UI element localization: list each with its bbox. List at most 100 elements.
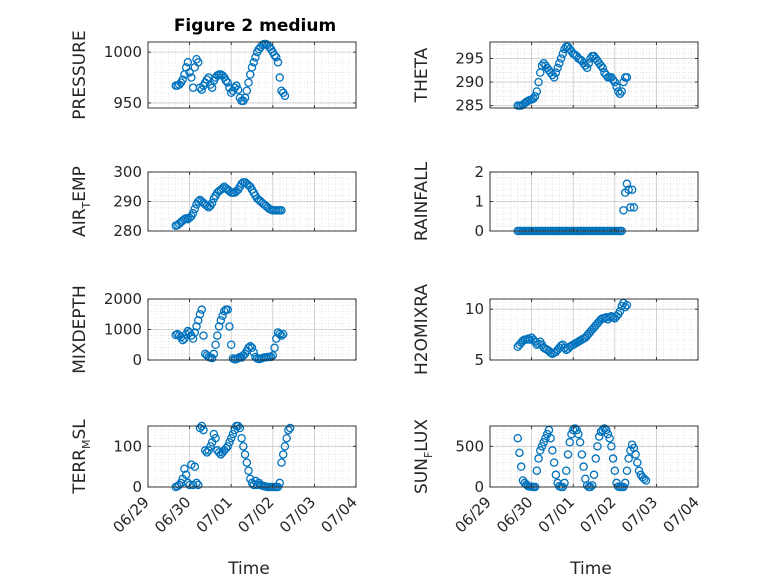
y-tick-label: 290 bbox=[113, 193, 142, 211]
y-tick-label: 300 bbox=[113, 163, 142, 181]
data-point bbox=[622, 300, 632, 310]
data-point bbox=[272, 52, 281, 62]
data-point bbox=[605, 433, 614, 443]
data-point bbox=[209, 349, 219, 359]
y-tick-label: 100 bbox=[113, 437, 142, 455]
data-point bbox=[572, 425, 581, 435]
data-point bbox=[223, 305, 232, 314]
data-point bbox=[183, 58, 193, 67]
data-point bbox=[548, 446, 557, 455]
data-point bbox=[608, 75, 618, 84]
data-point bbox=[622, 466, 632, 475]
data-point bbox=[601, 425, 611, 435]
data-point bbox=[242, 86, 252, 95]
data-point bbox=[555, 58, 564, 68]
data-point bbox=[249, 58, 258, 67]
data-point bbox=[178, 335, 187, 345]
data-point bbox=[629, 203, 639, 212]
y-tick-label: 290 bbox=[455, 73, 484, 91]
data-point bbox=[244, 78, 253, 87]
data-point bbox=[588, 481, 597, 490]
y-axis-label: MIXDEPTH bbox=[70, 285, 90, 374]
y-tick-label: 285 bbox=[455, 97, 484, 115]
subplot-rainfall: 0 1 2 RAINFALL bbox=[412, 161, 699, 241]
data-point bbox=[194, 197, 203, 206]
y-tick-label: 10 bbox=[465, 300, 484, 318]
data-point bbox=[534, 454, 543, 463]
data-point bbox=[582, 63, 592, 73]
data-point bbox=[200, 446, 210, 455]
data-point bbox=[188, 334, 198, 343]
data-point bbox=[626, 203, 635, 212]
x-tick-label: 06/30 bbox=[493, 493, 536, 536]
data-point bbox=[214, 448, 224, 457]
data-point bbox=[223, 78, 232, 87]
axes-box bbox=[489, 41, 699, 109]
data-point bbox=[197, 305, 206, 314]
data-point bbox=[188, 209, 198, 218]
data-point bbox=[225, 322, 234, 331]
data-point bbox=[192, 322, 201, 331]
data-point bbox=[209, 429, 219, 439]
data-point bbox=[620, 302, 630, 312]
y-tick-label: 0 bbox=[474, 222, 484, 240]
data-point bbox=[610, 466, 620, 475]
data-point bbox=[608, 454, 618, 463]
data-point bbox=[579, 462, 588, 471]
data-point bbox=[591, 454, 600, 463]
subplot-mixdepth: 0 1000 2000 MIXDEPTH bbox=[70, 285, 357, 374]
data-point bbox=[285, 423, 295, 433]
data-point bbox=[537, 61, 547, 70]
data-point bbox=[242, 458, 252, 467]
data-point bbox=[607, 442, 616, 451]
data-point bbox=[247, 343, 257, 353]
data-point bbox=[539, 438, 548, 447]
axes-box bbox=[489, 298, 699, 361]
data-point bbox=[240, 450, 250, 459]
data-point bbox=[612, 82, 621, 92]
data-point bbox=[641, 476, 651, 485]
data-point bbox=[532, 466, 542, 475]
y-tick-label: 5 bbox=[474, 351, 484, 369]
x-axis-label: Time bbox=[569, 559, 612, 579]
data-point bbox=[574, 429, 583, 439]
data-point bbox=[280, 91, 290, 101]
y-tick-label: 0 bbox=[132, 478, 142, 496]
data-point bbox=[277, 331, 286, 340]
data-point bbox=[251, 52, 260, 62]
data-point bbox=[199, 331, 208, 340]
data-point bbox=[525, 335, 535, 344]
x-tick-label: 07/04 bbox=[318, 493, 361, 536]
data-point bbox=[593, 442, 602, 451]
data-point bbox=[280, 442, 290, 451]
data-point bbox=[225, 438, 234, 447]
data-point bbox=[190, 328, 200, 337]
data-point bbox=[615, 306, 625, 316]
x-axis-label: Time bbox=[227, 559, 270, 579]
data-point bbox=[549, 458, 559, 467]
y-axis-label: THETA bbox=[412, 47, 432, 103]
axes-box bbox=[147, 41, 357, 109]
data-point bbox=[584, 58, 594, 68]
data-point bbox=[551, 68, 561, 77]
data-point bbox=[223, 442, 232, 451]
data-point bbox=[620, 478, 630, 488]
data-point bbox=[187, 73, 196, 82]
x-tick-label: 07/04 bbox=[660, 493, 703, 536]
y-tick-label: 295 bbox=[455, 50, 484, 68]
data-point bbox=[544, 425, 554, 435]
data-point bbox=[221, 444, 231, 453]
data-point bbox=[515, 448, 524, 458]
data-point bbox=[530, 91, 540, 101]
data-point bbox=[558, 49, 568, 59]
subplot-air-temp: 280 290 300 AIRTEMP bbox=[70, 163, 357, 240]
data-point bbox=[194, 316, 203, 325]
data-point bbox=[207, 198, 217, 208]
data-point bbox=[226, 433, 236, 443]
y-tick-label: 280 bbox=[113, 222, 142, 240]
data-point bbox=[181, 470, 191, 480]
data-point bbox=[615, 89, 625, 99]
data-point bbox=[589, 470, 599, 480]
data-point bbox=[246, 342, 255, 351]
